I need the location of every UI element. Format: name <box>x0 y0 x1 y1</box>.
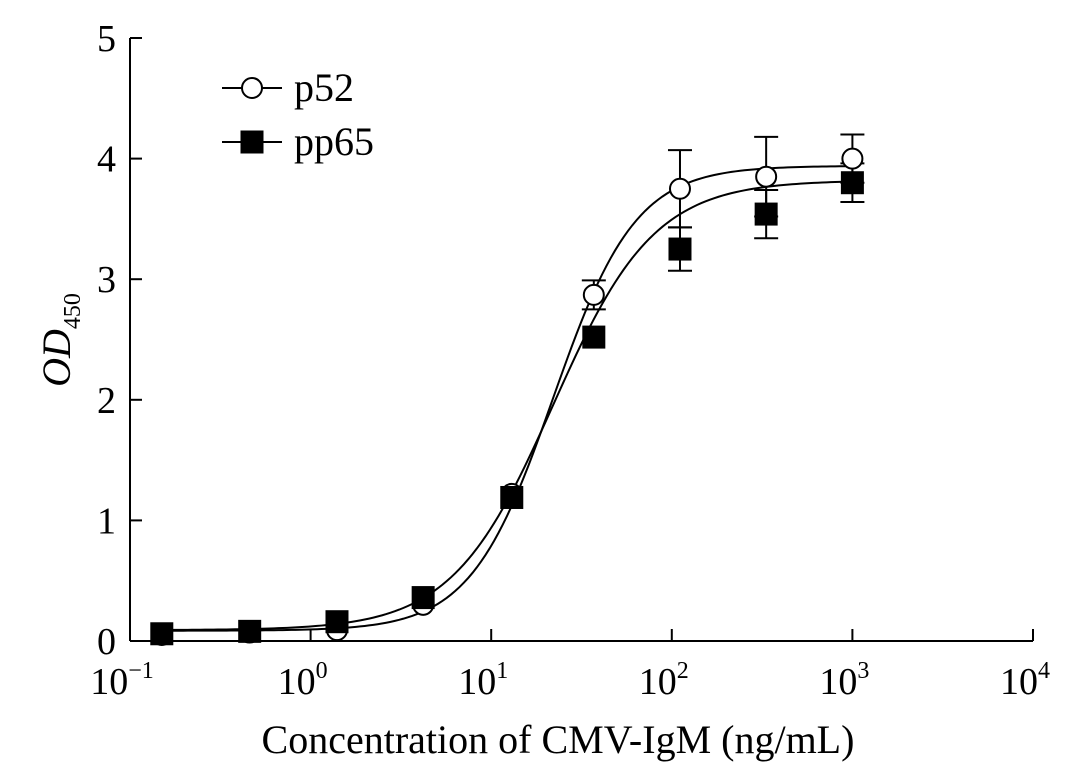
y-tick-label: 1 <box>97 500 116 542</box>
x-tick-label: 103 <box>819 658 869 703</box>
point-pp65 <box>840 171 864 195</box>
point-pp65 <box>238 619 262 643</box>
point-pp65 <box>500 485 524 509</box>
error-bars <box>581 133 865 311</box>
point-pp65 <box>411 586 435 610</box>
point-p52 <box>582 283 605 306</box>
x-tick-label: 10−1 <box>90 658 154 703</box>
x-axis-label: Concentration of CMV-IgM (ng/mL) <box>262 717 855 762</box>
x-tick-label: 101 <box>458 658 508 703</box>
point-pp65 <box>754 202 778 226</box>
y-tick-label: 0 <box>97 621 116 663</box>
point-pp65 <box>325 610 349 634</box>
fit-curves <box>161 165 853 632</box>
legend: p52 pp65 <box>222 65 374 164</box>
legend-label-p52: p52 <box>294 65 354 110</box>
y-tick-label: 3 <box>97 259 116 301</box>
y-tick-label: 4 <box>97 139 116 181</box>
point-p52 <box>841 147 864 170</box>
x-tick-label: 102 <box>639 658 689 703</box>
point-p52 <box>668 177 691 200</box>
axes: 0 1 2 3 4 5 10−1 100 101 102 103 104 <box>90 18 1050 703</box>
y-axis-label-sub: 450 <box>60 293 86 329</box>
legend-marker-pp65 <box>240 130 264 154</box>
fit-curve-pp65 <box>161 180 853 631</box>
point-pp65 <box>582 325 606 349</box>
legend-item-pp65: pp65 <box>222 119 374 164</box>
y-axis-label: OD450 <box>34 293 86 387</box>
legend-marker-p52 <box>241 77 263 99</box>
point-p52 <box>755 165 778 188</box>
y-tick-label: 5 <box>97 18 116 60</box>
y-tick-label: 2 <box>97 380 116 422</box>
fit-curve-p52 <box>161 165 853 632</box>
x-tick-label: 100 <box>278 658 328 703</box>
y-axis-label-main: OD <box>34 329 79 387</box>
point-pp65 <box>668 237 692 261</box>
point-pp65 <box>150 622 174 646</box>
legend-label-pp65: pp65 <box>294 119 374 164</box>
data-points <box>150 147 864 646</box>
legend-item-p52: p52 <box>222 65 354 110</box>
x-tick-label: 104 <box>1000 658 1050 703</box>
